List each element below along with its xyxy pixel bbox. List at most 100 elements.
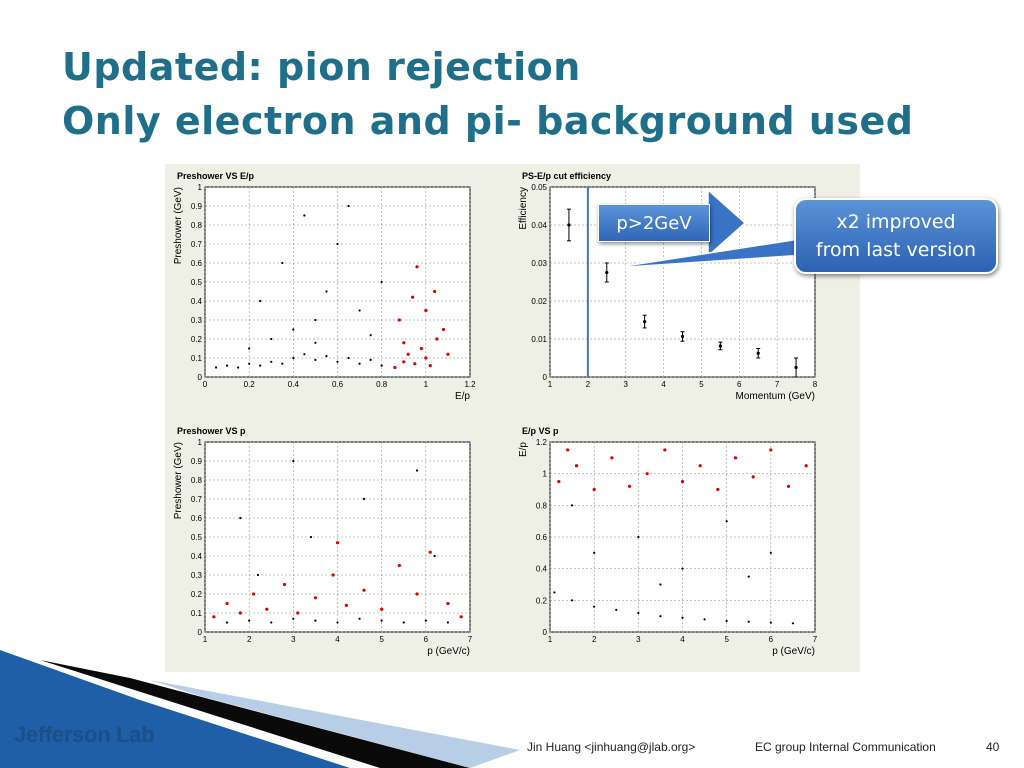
signal-point (716, 487, 720, 492)
x-tick-label: 6 (769, 635, 774, 644)
y-tick-label: 1 (198, 183, 203, 192)
signal-point (393, 365, 397, 370)
badge-arrow-head (707, 188, 747, 258)
y-tick-label: 0.7 (191, 240, 203, 249)
swoosh-light (150, 680, 520, 768)
background-point (303, 353, 306, 356)
x-tick-label: 2 (586, 380, 591, 389)
background-point (347, 356, 350, 360)
background-point (239, 516, 242, 520)
x-tick-label: 0.8 (376, 380, 388, 389)
background-point (791, 622, 795, 625)
signal-point (428, 550, 432, 554)
background-point (270, 337, 273, 341)
signal-point (397, 563, 401, 568)
background-point (769, 551, 772, 554)
background-point (248, 347, 251, 350)
y-tick-label: 0.03 (531, 259, 547, 268)
signal-point (446, 601, 450, 606)
efficiency-point (605, 270, 609, 275)
x-tick-label: 1 (548, 635, 553, 644)
y-tick-label: 0.4 (191, 297, 203, 306)
background-point (303, 214, 306, 217)
background-point (314, 341, 317, 344)
chart-ep-vs-p: 1 2 3 4 5 6 7 0 0.2 0.4 0.6 0.8 1 1.2 E/p VS p p (GeV/c… (518, 426, 818, 657)
background-point (570, 504, 574, 507)
signal-point (406, 352, 410, 356)
background-point (681, 567, 684, 570)
y-tick-label: 0.3 (191, 316, 203, 325)
background-point (725, 619, 728, 623)
y-tick-label: 0.9 (191, 457, 203, 466)
efficiency-point (567, 223, 571, 227)
swoosh-blue (0, 650, 350, 768)
y-tick-label: 0.2 (536, 596, 548, 605)
background-point (659, 615, 662, 618)
signal-point (627, 484, 632, 488)
x-tick-label: 2 (247, 635, 252, 644)
y-tick-label: 1.2 (536, 438, 548, 447)
y-tick-label: 0.02 (531, 297, 547, 306)
y-tick-label: 0.8 (536, 501, 548, 510)
signal-point (441, 327, 446, 332)
x-axis-label: p (GeV/c) (772, 646, 815, 657)
background-point (424, 619, 427, 622)
footer-swoosh (0, 650, 520, 768)
background-point (637, 535, 640, 539)
signal-point (397, 318, 401, 322)
chart-title: E/p VS p (522, 426, 559, 436)
x-axis-label: E/p (455, 391, 470, 402)
swoosh-black (40, 660, 470, 768)
background-point (270, 360, 273, 363)
chart-title: Preshower VS E/p (177, 171, 255, 181)
y-tick-label: 0.01 (531, 335, 547, 344)
signal-point (225, 601, 229, 606)
title-line-2: Only electron and pi- background used (62, 99, 914, 143)
x-tick-label: 4 (661, 380, 666, 389)
x-tick-label: 8 (813, 380, 818, 389)
signal-point (786, 484, 791, 488)
signal-point (380, 607, 384, 611)
background-point (292, 617, 295, 620)
background-point (336, 621, 339, 624)
signal-point (592, 487, 596, 492)
signal-point (566, 448, 570, 452)
background-point (259, 364, 262, 367)
background-point (725, 520, 728, 523)
x-tick-label: 0.2 (244, 380, 256, 389)
y-tick-label: 0.04 (531, 221, 547, 230)
signal-point (251, 592, 256, 596)
x-axis-label: Momentum (GeV) (736, 391, 815, 402)
y-tick-label: 0.5 (191, 533, 203, 542)
x-tick-label: 1 (203, 635, 208, 644)
background-point (325, 290, 328, 293)
signal-point (331, 573, 335, 577)
y-tick-label: 0.5 (191, 278, 203, 287)
background-point (314, 318, 317, 322)
signal-point (769, 448, 773, 452)
background-point (380, 280, 383, 284)
x-tick-label: 2 (592, 635, 597, 644)
signal-point (698, 464, 702, 468)
x-tick-label: 0.4 (288, 380, 300, 389)
footer-author: Jin Huang <jinhuang@jlab.org> (527, 740, 696, 754)
background-point (593, 551, 596, 554)
x-tick-label: 3 (623, 380, 628, 389)
x-tick-label: 5 (699, 380, 704, 389)
y-tick-label: 0.3 (191, 571, 203, 580)
y-axis-label: Preshower (GeV) (173, 187, 184, 264)
background-point (336, 360, 339, 363)
background-point (369, 334, 372, 337)
background-point (292, 459, 295, 463)
chart-preshower-vs-ep: 0 0.2 0.4 0.6 0.8 1 1.2 0 0.1 0.2 0.3 0.4 0.5 0.6 0.7 0… (173, 171, 476, 402)
signal-point (238, 611, 242, 615)
x-tick-label: 4 (680, 635, 685, 644)
y-tick-label: 0.7 (191, 495, 203, 504)
background-point (281, 261, 284, 265)
title-line-1: Updated: pion rejection (62, 45, 581, 89)
background-point (747, 620, 750, 623)
background-point (615, 608, 618, 611)
background-point (225, 364, 229, 367)
signal-point (415, 265, 419, 269)
background-point (769, 621, 772, 624)
